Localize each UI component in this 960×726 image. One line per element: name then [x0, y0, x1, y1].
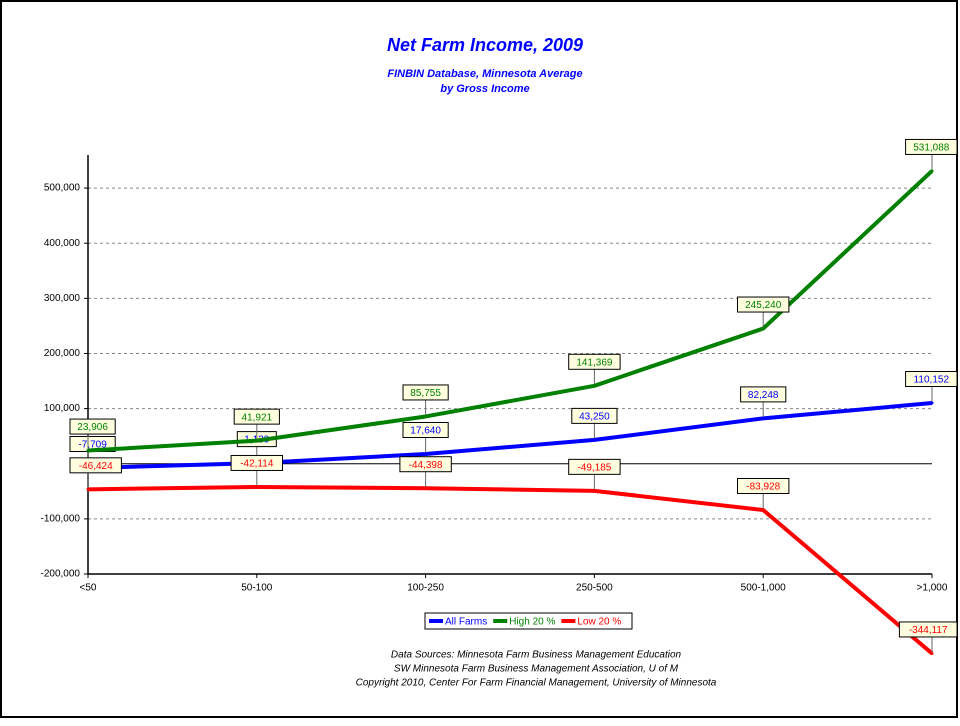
point [424, 452, 428, 456]
point [86, 487, 90, 491]
data-label-box [233, 408, 280, 425]
legend-label: Low 20 % [577, 617, 621, 628]
point [930, 651, 934, 655]
footer: Copyright 2010, Center For Farm Financia… [356, 678, 717, 689]
point [761, 416, 765, 420]
y-tick-label: -200,000 [41, 569, 81, 580]
data-label: -42,114 [240, 459, 274, 470]
x-tick-label: >1,000 [917, 583, 948, 594]
data-label: -46,424 [79, 461, 113, 472]
data-label: -83,928 [746, 482, 780, 493]
x-tick-label: 50-100 [241, 583, 273, 594]
data-label-box [905, 138, 958, 155]
data-label: 531,088 [913, 143, 950, 154]
y-tick-label: -100,000 [41, 514, 81, 525]
x-tick-label: <50 [80, 583, 97, 594]
point [424, 486, 428, 490]
data-label-box [69, 418, 116, 435]
point [255, 485, 259, 489]
point [761, 508, 765, 512]
legend-label: All Farms [445, 617, 487, 628]
y-tick-label: 200,000 [44, 348, 81, 359]
point [86, 449, 90, 453]
x-tick-label: 500-1,000 [741, 583, 786, 594]
chart-subtitle: by Gross Income [440, 83, 529, 95]
data-label-box [740, 386, 787, 403]
data-label: 17,640 [410, 426, 441, 437]
data-label-box [402, 384, 449, 401]
data-label: -44,398 [409, 460, 443, 471]
point [424, 414, 428, 418]
data-label-box [737, 478, 790, 495]
point [761, 327, 765, 331]
point [930, 401, 934, 405]
data-label: 23,906 [77, 422, 108, 433]
data-label: 110,152 [914, 375, 950, 386]
data-label-box [571, 407, 618, 424]
point [930, 169, 934, 173]
data-label-box [399, 456, 452, 473]
data-label: 141,369 [576, 357, 613, 368]
footer: Data Sources: Minnesota Farm Business Ma… [391, 650, 682, 661]
chart-title: Net Farm Income, 2009 [387, 35, 583, 55]
series-line [87, 401, 933, 470]
point [592, 489, 596, 493]
data-label-box [568, 458, 621, 475]
data-label-box [402, 422, 449, 439]
data-label-box [905, 371, 958, 388]
y-tick-label: 100,000 [44, 403, 81, 414]
y-tick-label: 300,000 [44, 293, 81, 304]
y-tick-label: 500,000 [44, 183, 81, 194]
point [255, 439, 259, 443]
data-label: 41,921 [242, 412, 273, 423]
series-line [87, 484, 934, 655]
series-line [87, 169, 934, 453]
chart-subtitle: FINBIN Database, Minnesota Average [387, 68, 582, 80]
x-tick-label: 100-250 [407, 583, 444, 594]
x-tick-label: 250-500 [576, 583, 613, 594]
data-label-box [737, 296, 790, 313]
point [592, 384, 596, 388]
data-label: -49,185 [577, 462, 611, 473]
data-label-box [69, 457, 122, 474]
data-label: 43,250 [579, 412, 610, 423]
data-label: -344,117 [909, 625, 948, 636]
footer: SW Minnesota Farm Business Management As… [394, 664, 679, 675]
data-label: 245,240 [745, 300, 782, 311]
legend-label: High 20 % [509, 617, 555, 628]
data-label: 85,755 [410, 388, 441, 399]
y-tick-label: 400,000 [44, 238, 81, 249]
data-label-box [898, 621, 958, 638]
point [592, 438, 596, 442]
data-label-box [230, 454, 284, 471]
data-label: -7,709 [78, 440, 107, 451]
data-label-box [568, 353, 621, 370]
data-label: 82,248 [748, 390, 779, 401]
legend-box [424, 612, 633, 630]
